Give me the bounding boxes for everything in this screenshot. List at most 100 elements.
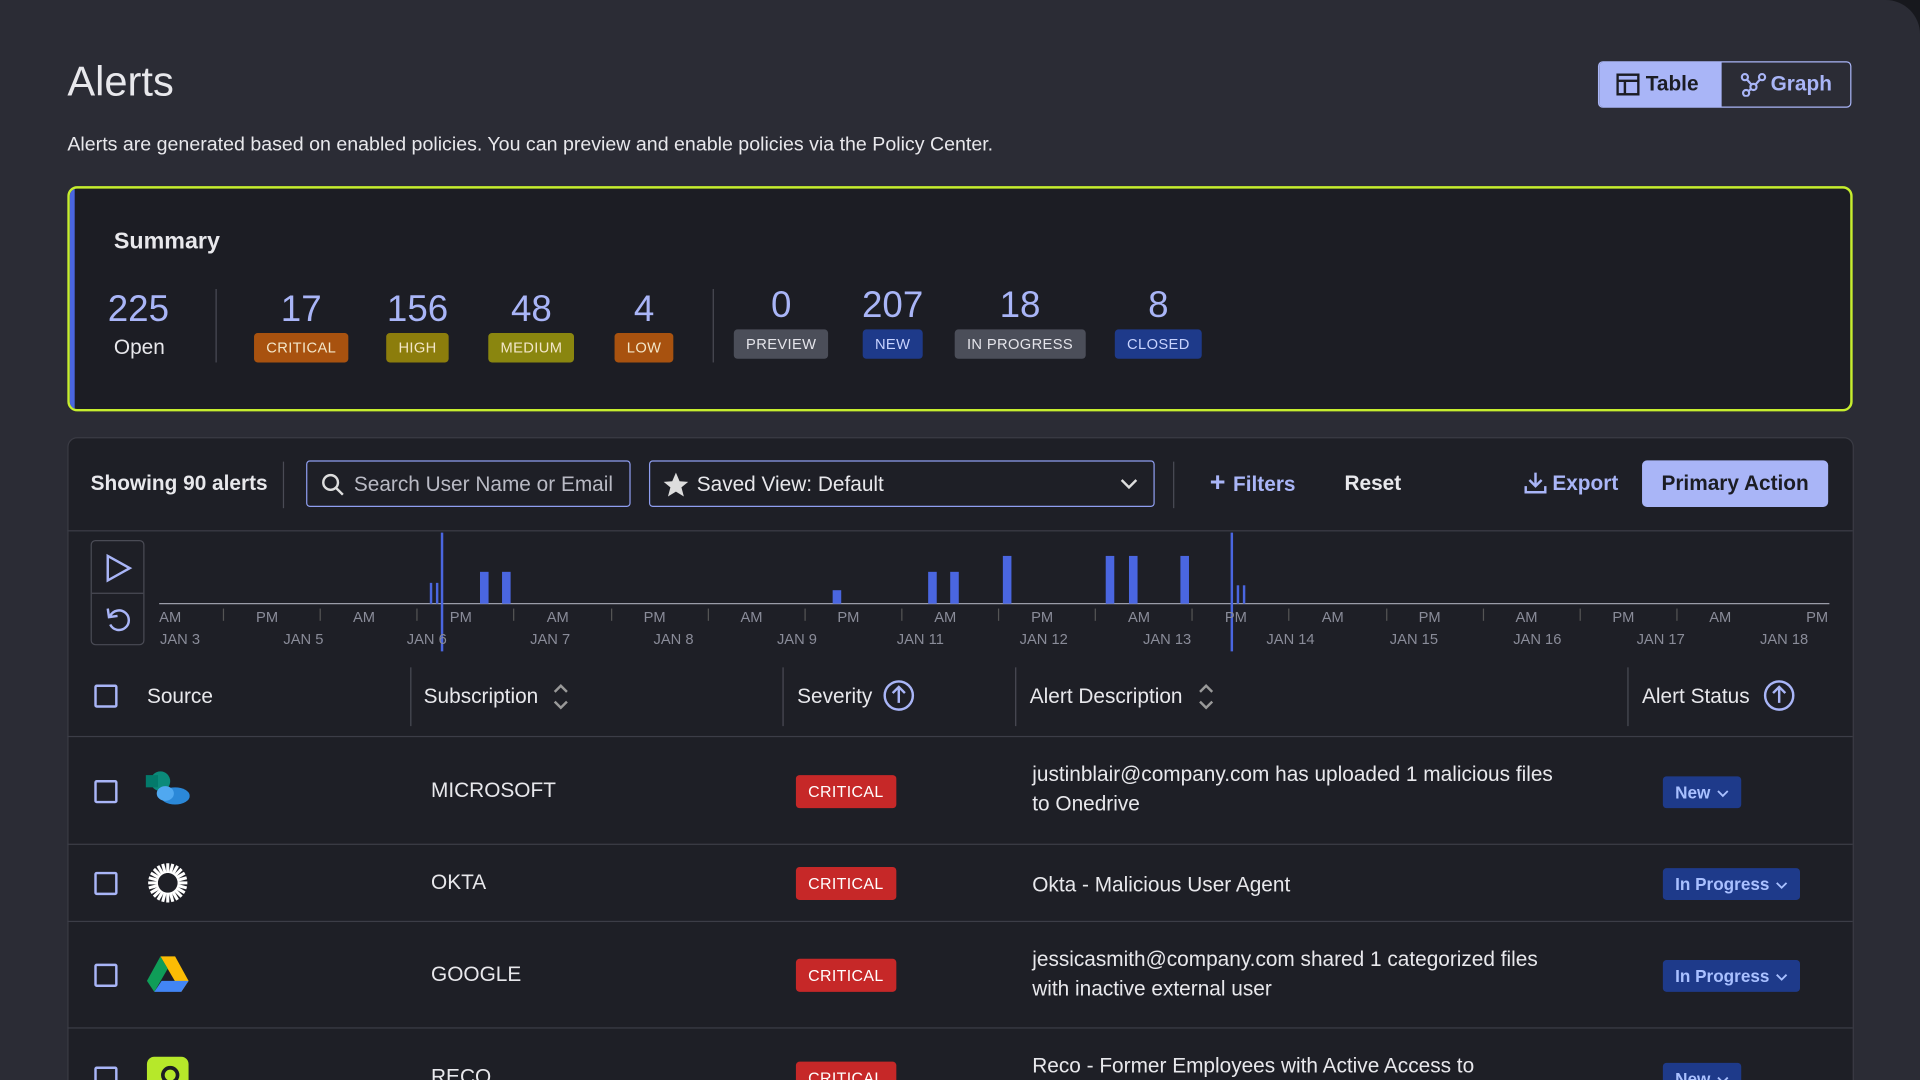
divider [282, 461, 285, 509]
divider [712, 288, 714, 363]
source-icon [145, 770, 190, 804]
play-button[interactable] [104, 553, 133, 583]
timeline-tick [610, 608, 612, 621]
chevron [1717, 1076, 1729, 1080]
chevron [1776, 974, 1788, 981]
summary-title: Summary [113, 228, 220, 255]
timeline-date: JAN 8 [653, 630, 694, 648]
sort-icon[interactable] [1190, 681, 1222, 713]
timeline-tick [222, 608, 225, 621]
timeline-date: JAN 15 [1389, 630, 1439, 648]
reset-button[interactable]: Reset [1344, 471, 1402, 495]
status-count: 18 [999, 285, 1041, 326]
status-count: 0 [771, 285, 792, 326]
timeline-period: AM [546, 608, 569, 626]
subscription: MICROSOFT [431, 778, 556, 802]
sort-icon[interactable] [1763, 680, 1795, 712]
timeline-period: AM [1127, 608, 1151, 626]
timeline-tick [1191, 608, 1193, 621]
column-header[interactable]: Alert Description [1029, 684, 1183, 708]
alerts-panel [67, 437, 1854, 1080]
graph-label: Graph [1770, 72, 1832, 96]
timeline-tick [707, 608, 709, 621]
row-separator [67, 843, 1853, 845]
severity-badge: MEDIUM [488, 333, 575, 363]
separator [91, 592, 144, 594]
timeline-period: AM [934, 608, 957, 626]
timeline-tick [804, 608, 806, 621]
row-checkbox[interactable] [94, 1066, 118, 1080]
status-dropdown[interactable]: New [1662, 775, 1741, 808]
row-separator [67, 1027, 1853, 1029]
filters-button[interactable]: + Filters [1209, 466, 1296, 498]
timeline-period: PM [449, 608, 472, 626]
timeline-date: JAN 17 [1636, 630, 1685, 648]
status-count: 207 [862, 285, 924, 326]
open-count: 225 [107, 288, 170, 330]
table-view-button[interactable]: Table [1599, 62, 1722, 107]
timeline-period: AM [352, 608, 375, 626]
severity-count: 4 [633, 288, 655, 330]
page-title: Alerts [67, 58, 174, 106]
timeline-period: AM [1515, 608, 1538, 626]
severity-badge: CRITICAL [795, 958, 896, 992]
severity-count: 17 [280, 288, 322, 330]
alert-description: Reco - Former Employees with Active Acce… [1032, 1054, 1475, 1078]
saved-view-select[interactable]: Saved View: Default [648, 460, 1155, 507]
timeline-period: AM [1709, 608, 1732, 626]
timeline-period: AM [1321, 608, 1344, 626]
timeline-tick [1385, 608, 1387, 621]
status-dropdown[interactable]: New [1662, 1062, 1741, 1080]
timeline-date: JAN 18 [1759, 630, 1809, 648]
status-dropdown[interactable]: In Progress [1662, 868, 1801, 901]
select-all-checkbox[interactable] [94, 684, 118, 708]
row-checkbox[interactable] [94, 871, 118, 896]
timeline-period: PM [1806, 608, 1829, 626]
primary-action-button[interactable]: Primary Action [1642, 460, 1829, 507]
accent-bar [69, 188, 75, 409]
source-icon [146, 956, 189, 992]
status-dropdown[interactable]: In Progress [1662, 960, 1801, 992]
subscription: GOOGLE [431, 962, 522, 986]
severity-badge: CRITICAL [795, 1061, 896, 1080]
open-label: Open [113, 335, 165, 359]
saved-view-label: Saved View: Default [696, 472, 884, 496]
alert-count: Showing 90 alerts [90, 471, 268, 495]
row-separator [67, 920, 1853, 923]
status-badge: IN PROGRESS [954, 329, 1086, 359]
reset-timeline-button[interactable] [104, 605, 133, 634]
severity-badge: HIGH [386, 333, 449, 363]
severity-badge: CRITICAL [795, 866, 896, 901]
timeline-date: JAN 14 [1266, 630, 1315, 648]
export-label: Export [1552, 471, 1619, 495]
column-header[interactable]: Source [146, 684, 213, 708]
sort-icon[interactable] [883, 680, 915, 712]
filters-label: Filters [1233, 472, 1296, 496]
column-header[interactable]: Alert Status [1642, 684, 1750, 708]
timeline-tick [1094, 608, 1097, 621]
timeline-controls [90, 540, 145, 646]
search-input[interactable]: Search User Name or Email [306, 460, 631, 507]
graph-view-button[interactable]: Graph [1723, 62, 1850, 106]
column-header[interactable]: Subscription [423, 684, 539, 708]
chevron [1776, 882, 1788, 890]
row-checkbox[interactable] [94, 963, 118, 987]
summary-card [67, 186, 1853, 412]
sort-icon[interactable] [545, 681, 577, 713]
column-header[interactable]: Severity [797, 684, 873, 708]
timeline-period: AM [159, 608, 182, 626]
view-toggle: Table Graph [1597, 61, 1852, 108]
timeline-period: PM [1612, 608, 1635, 626]
row-checkbox[interactable] [94, 779, 118, 803]
timeline [159, 532, 1830, 652]
export-button[interactable]: Export [1524, 471, 1618, 495]
subscription: RECO [431, 1065, 492, 1080]
timeline-date: JAN 16 [1513, 630, 1562, 648]
timeline-tick [1579, 608, 1581, 621]
separator [67, 530, 1853, 532]
timeline-tick [1676, 608, 1678, 621]
status-count: 8 [1148, 285, 1169, 326]
alert-description: jessicasmith@company.com shared 1 catego… [1032, 947, 1538, 1001]
